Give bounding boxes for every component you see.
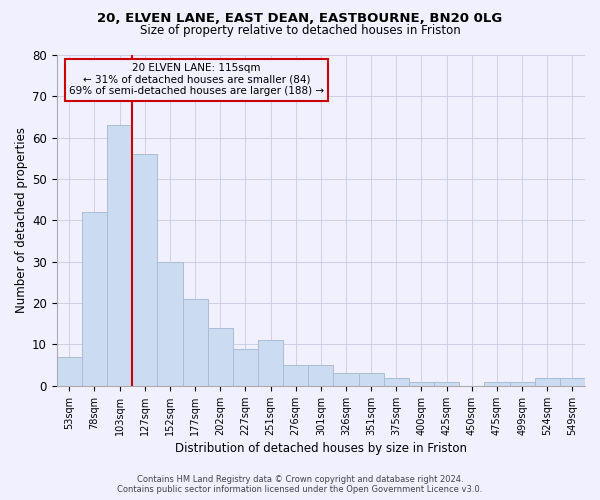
Bar xyxy=(484,382,509,386)
Bar xyxy=(359,374,384,386)
Text: Size of property relative to detached houses in Friston: Size of property relative to detached ho… xyxy=(140,24,460,37)
Bar xyxy=(107,126,132,386)
Bar xyxy=(233,348,258,386)
Bar xyxy=(283,365,308,386)
Bar xyxy=(132,154,157,386)
Bar xyxy=(434,382,459,386)
Bar xyxy=(208,328,233,386)
Y-axis label: Number of detached properties: Number of detached properties xyxy=(15,128,28,314)
Bar xyxy=(560,378,585,386)
Bar xyxy=(334,374,359,386)
Bar xyxy=(182,299,208,386)
Bar xyxy=(308,365,334,386)
Bar xyxy=(384,378,409,386)
Text: 20 ELVEN LANE: 115sqm
← 31% of detached houses are smaller (84)
69% of semi-deta: 20 ELVEN LANE: 115sqm ← 31% of detached … xyxy=(69,64,325,96)
Text: 20, ELVEN LANE, EAST DEAN, EASTBOURNE, BN20 0LG: 20, ELVEN LANE, EAST DEAN, EASTBOURNE, B… xyxy=(97,12,503,26)
Bar xyxy=(409,382,434,386)
Bar xyxy=(157,262,182,386)
Bar xyxy=(535,378,560,386)
Bar xyxy=(509,382,535,386)
X-axis label: Distribution of detached houses by size in Friston: Distribution of detached houses by size … xyxy=(175,442,467,455)
Bar xyxy=(57,357,82,386)
Bar xyxy=(258,340,283,386)
Text: Contains HM Land Registry data © Crown copyright and database right 2024.
Contai: Contains HM Land Registry data © Crown c… xyxy=(118,474,482,494)
Bar xyxy=(82,212,107,386)
